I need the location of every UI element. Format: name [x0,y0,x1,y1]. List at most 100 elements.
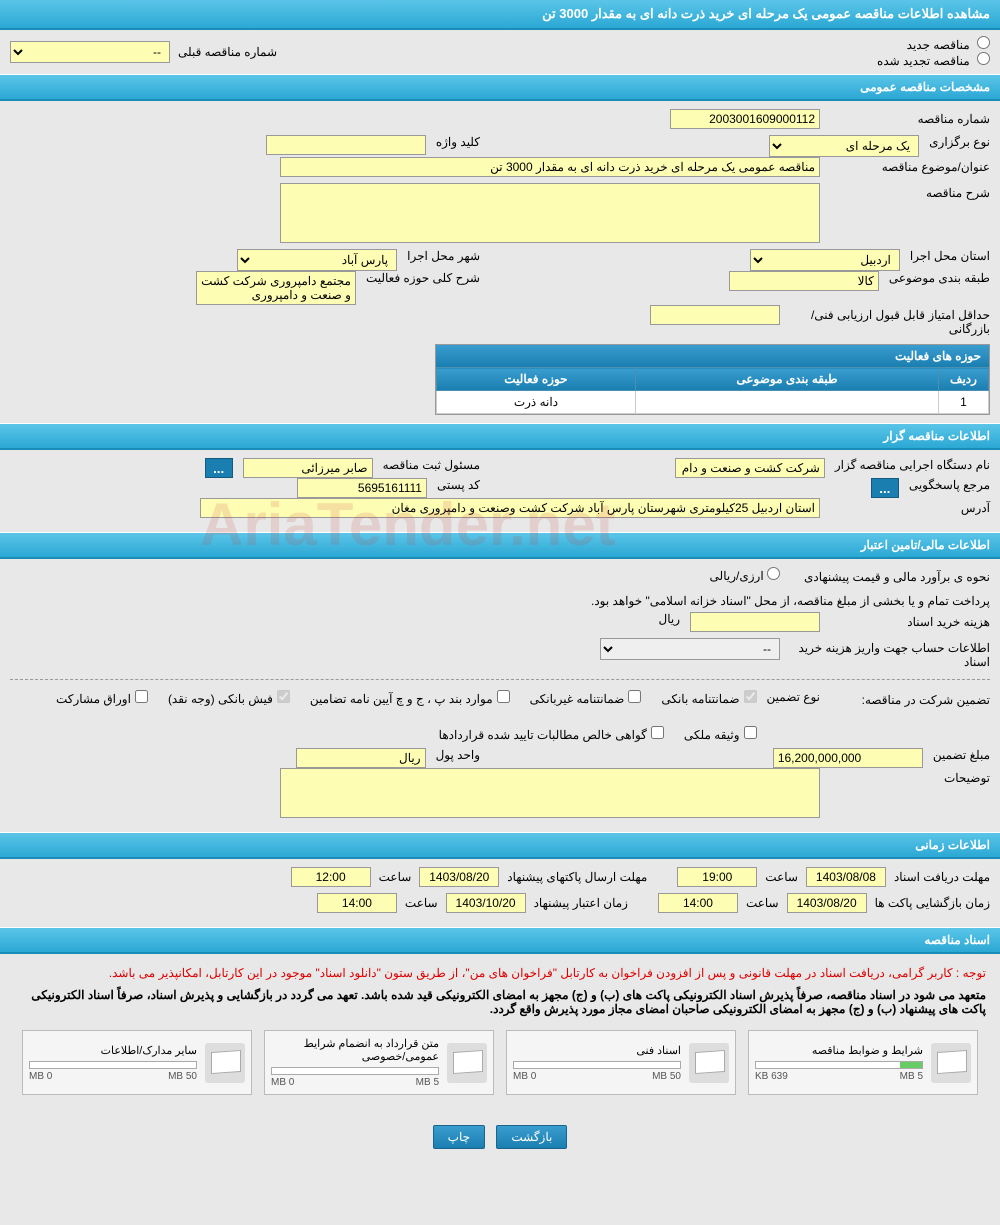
doc-total-0: 5 MB [900,1071,923,1082]
amount-input[interactable] [773,748,923,768]
section-financial-body: نحوه ی برآورد مالی و قیمت پیشنهادی ارزی/… [0,559,1000,832]
col-row: ردیف [939,368,989,391]
cb-bonds[interactable] [135,690,148,703]
folder-icon [931,1043,971,1083]
section-general-body: شماره مناقصه نوع برگزاری یک مرحله ای کلی… [0,101,1000,423]
address-input[interactable] [200,498,820,518]
doc-total-3: 50 MB [168,1071,197,1082]
radio-renewed-tender[interactable] [977,52,990,65]
currency-radio[interactable] [767,567,780,580]
validity-time: 14:00 [317,893,397,913]
doc-title-0: شرایط و ضوابط مناقصه [755,1044,923,1057]
cb-receivables[interactable] [651,726,664,739]
notes-textarea[interactable] [280,768,820,818]
validity-time-label: ساعت [405,896,438,910]
cb-receivables-label[interactable]: گواهی خالص مطالبات تایید شده قراردادها [439,726,664,742]
province-select[interactable]: اردبیل [750,249,900,271]
account-label: اطلاعات حساب جهت واریز هزینه خرید اسناد [790,638,990,669]
cb-property[interactable] [744,726,757,739]
prev-tender-select[interactable]: -- [10,41,170,63]
section-docs-header: اسناد مناقصه [0,927,1000,954]
submit-date: 1403/08/20 [419,867,499,887]
subject-input[interactable] [280,157,820,177]
divider [10,679,990,680]
min-score-input[interactable] [650,305,780,325]
min-score-label: حداقل امتیاز قابل قبول ارزیابی فنی/بازرگ… [790,305,990,336]
section-general-header: مشخصات مناقصه عمومی [0,74,1000,101]
open-time-label: ساعت [746,896,779,910]
guarantee-checkboxes: ضمانتنامه بانکی ضمانتنامه غیربانکی موارد… [10,690,757,742]
folder-icon [205,1043,245,1083]
doc-title-2: متن قرارداد به انضمام شرایط عمومی/خصوصی [271,1037,439,1063]
doc-card-2[interactable]: متن قرارداد به انضمام شرایط عمومی/خصوصی … [264,1030,494,1095]
cb-bank[interactable] [744,690,757,703]
keyword-input[interactable] [266,135,426,155]
notice-black: متعهد می شود در اسناد مناقصه، صرفاً پذیر… [10,984,990,1020]
tender-no-input[interactable] [670,109,820,129]
category-input[interactable] [729,271,879,291]
type-label: نوع برگزاری [929,135,990,149]
type-select[interactable]: یک مرحله ای [769,135,919,157]
notes-label: توضیحات [830,768,990,785]
cb-clauses-label[interactable]: موارد بند پ ، ج و چ آیین نامه تضامین [310,690,510,706]
footer-buttons: بازگشت چاپ [0,1113,1000,1161]
submit-time: 12:00 [291,867,371,887]
doc-card-3[interactable]: سایر مدارک/اطلاعات 50 MB0 MB [22,1030,252,1095]
subject-label: عنوان/موضوع مناقصه [830,157,990,174]
registrar-input[interactable] [243,458,373,478]
currency-radio-label[interactable]: ارزی/ریالی [710,567,780,583]
cb-cash[interactable] [277,690,290,703]
doc-card-1[interactable]: اسناد فنی 50 MB0 MB [506,1030,736,1095]
doc-card-0[interactable]: شرایط و ضوابط مناقصه 5 MB639 KB [748,1030,978,1095]
receive-time: 19:00 [677,867,757,887]
cb-nonbank-label[interactable]: ضمانتنامه غیربانکی [530,690,642,706]
open-time: 14:00 [658,893,738,913]
scope-label: شرح کلی حوزه فعالیت [366,271,480,285]
table-row: 1 دانه ذرت [437,391,989,414]
cb-property-label[interactable]: وثیقه ملکی [684,726,757,742]
col-category: طبقه بندی موضوعی [635,368,938,391]
guarantee-label: تضمین شرکت در مناقصه: [830,690,990,707]
treasury-note: پرداخت تمام و یا بخشی از مبلغ مناقصه، از… [10,590,990,612]
org-input[interactable] [675,458,825,478]
section-docs-body: توجه : کاربر گرامی، دریافت اسناد در مهلت… [0,954,1000,1113]
receive-time-label: ساعت [765,870,798,884]
radio-renewed-tender-label[interactable]: مناقصه تجدید شده [877,54,990,68]
account-select[interactable]: -- [600,638,780,660]
province-label: استان محل اجرا [910,249,990,263]
amount-label: مبلغ تضمین [933,748,990,762]
print-button[interactable]: چاپ [433,1125,485,1149]
cb-cash-label[interactable]: فیش بانکی (وجه نقد) [168,690,290,706]
cost-input[interactable] [690,612,820,632]
unit-input[interactable] [296,748,426,768]
cb-bank-label[interactable]: ضمانتنامه بانکی [661,690,756,706]
postal-label: کد پستی [437,478,480,492]
cb-bonds-label[interactable]: اوراق مشارکت [56,690,148,706]
radio-group: مناقصه جدید مناقصه تجدید شده [857,36,990,68]
cell-act: دانه ذرت [437,391,636,414]
registrar-label: مسئول ثبت مناقصه [383,458,480,472]
address-label: آدرس [830,498,990,515]
notice-red: توجه : کاربر گرامی، دریافت اسناد در مهلت… [10,962,990,984]
city-select[interactable]: پارس آباد [237,249,397,271]
doc-used-1: 0 MB [513,1071,536,1082]
cb-clauses[interactable] [497,690,510,703]
registrar-dots-button[interactable]: ... [205,458,233,478]
cb-nonbank[interactable] [628,690,641,703]
section-timing-header: اطلاعات زمانی [0,832,1000,859]
doc-title-1: اسناد فنی [513,1044,681,1057]
scope-input[interactable]: مجتمع دامپروری شرکت کشت و صنعت و دامپرور… [196,271,356,305]
desc-textarea[interactable] [280,183,820,243]
doc-total-2: 5 MB [416,1077,439,1088]
doc-used-3: 0 MB [29,1071,52,1082]
guarantee-type-label: نوع تضمین [767,690,820,704]
prev-tender-label: شماره مناقصه قبلی [178,45,277,59]
radio-new-tender-label[interactable]: مناقصه جدید [907,38,990,52]
postal-input[interactable] [297,478,427,498]
radio-new-tender[interactable] [977,36,990,49]
doc-cards: شرایط و ضوابط مناقصه 5 MB639 KB اسناد فن… [10,1020,990,1105]
activity-table: حوزه های فعالیت ردیف طبقه بندی موضوعی حو… [435,344,990,415]
unit-label: واحد پول [436,748,480,762]
back-button[interactable]: بازگشت [496,1125,567,1149]
responder-dots-button[interactable]: ... [871,478,899,498]
